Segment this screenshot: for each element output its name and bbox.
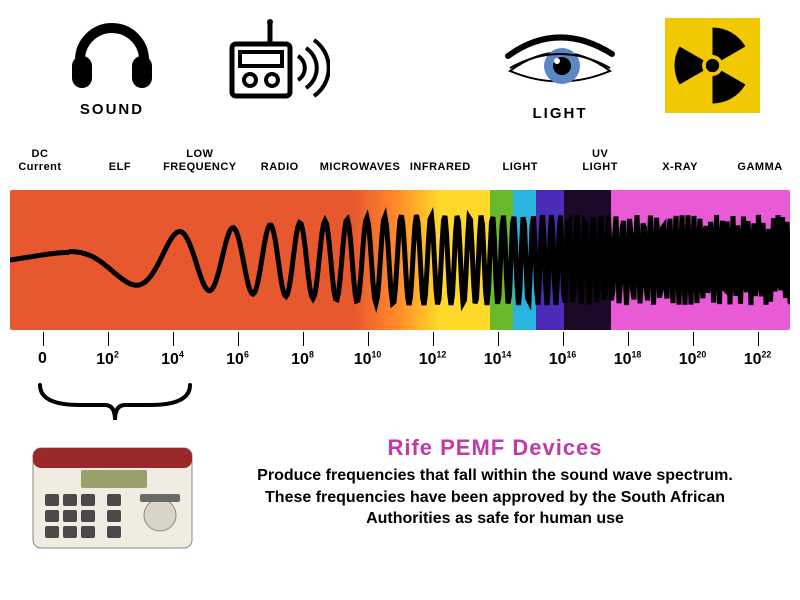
wave-curve [10,190,790,330]
radio-icon-wrap [220,18,330,113]
scale-tick: 104 [140,350,205,369]
radiation-icon-wrap [665,18,760,118]
eye-icon-wrap: LIGHT [500,26,620,122]
scale-tick: 1020 [660,350,725,369]
band-label: INFRARED [400,161,480,174]
scale-tick: 1012 [400,350,465,369]
band-label: RADIO [240,161,320,174]
sound-label: SOUND [52,101,172,118]
band-label: GAMMA [720,161,800,174]
icons-row: SOUND LIGHT [0,12,800,122]
eye-icon [500,26,620,96]
scale-tick: 106 [205,350,270,369]
band-label: DCCurrent [0,148,80,174]
radio-icon [220,18,330,108]
caption-title: Rife PEMF Devices [235,435,755,461]
scale-tick: 102 [75,350,140,369]
caption-block: Rife PEMF Devices Produce frequencies th… [235,435,755,530]
scale-tick: 1010 [335,350,400,369]
scale-tick: 1014 [465,350,530,369]
band-label: LOWFREQUENCY [160,148,240,174]
sound-icon-wrap: SOUND [52,12,172,118]
scale-tick: 1016 [530,350,595,369]
spectrum-strip [10,190,790,330]
scale-tick: 108 [270,350,335,369]
scale-row: 0102104106108101010121014101610181020102… [10,350,790,369]
band-label: MICROWAVES [320,161,401,174]
band-label: UVLIGHT [560,148,640,174]
scale-tick: 1022 [725,350,790,369]
band-label: LIGHT [480,161,560,174]
band-labels: DCCurrentELFLOWFREQUENCYRADIOMICROWAVESI… [0,148,800,174]
band-label: X-RAY [640,161,720,174]
device-image [25,440,200,560]
headphones-icon [62,12,162,92]
radiation-icon [665,18,760,113]
caption-body: Produce frequencies that fall within the… [235,465,755,530]
scale-tick: 0 [10,350,75,369]
light-label: LIGHT [500,105,620,122]
band-label: ELF [80,161,160,174]
scale-tick: 1018 [595,350,660,369]
brace [30,380,200,440]
